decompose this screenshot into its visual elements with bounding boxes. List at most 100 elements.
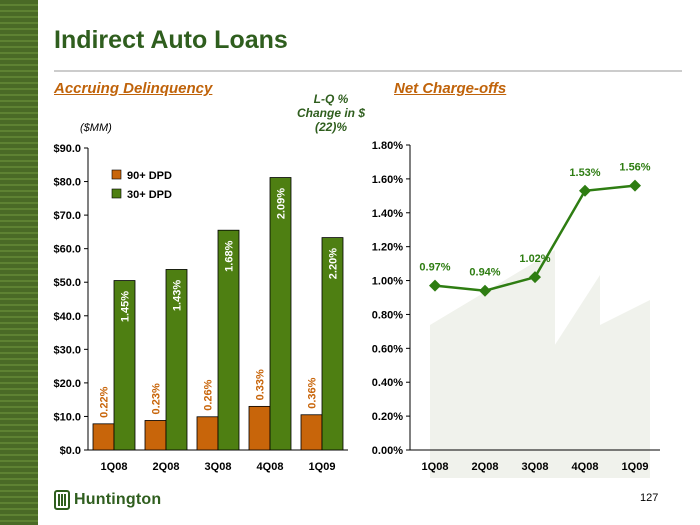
side-bar-stripe — [0, 436, 38, 438]
side-bar-stripe — [0, 70, 38, 72]
side-bar-stripe — [0, 142, 38, 144]
data-label: 1.53% — [569, 167, 600, 179]
data-point-marker — [579, 184, 591, 197]
watermark-shape — [570, 300, 650, 478]
side-bar-stripe — [0, 184, 38, 186]
logo-mark-icon — [54, 490, 70, 510]
x-tick-label: 1Q08 — [101, 461, 128, 473]
side-bar-stripe — [0, 346, 38, 348]
side-bar-stripe — [0, 376, 38, 378]
bar-dpd30 — [321, 237, 344, 451]
side-bar-stripe — [0, 490, 38, 492]
bar-label-dpd90: 0.26% — [203, 379, 215, 410]
side-bar-stripe — [0, 394, 38, 396]
bar-label-dpd30: 1.45% — [120, 291, 132, 322]
side-bar-stripe — [0, 214, 38, 216]
bar-dpd30 — [165, 269, 188, 451]
side-bar-stripe — [0, 448, 38, 450]
legend-label-dpd90: 90+ DPD — [127, 170, 172, 182]
bar-dpd30 — [113, 280, 136, 451]
legend-label-dpd30: 30+ DPD — [127, 189, 172, 201]
side-bar-stripe — [0, 40, 38, 42]
x-tick-label: 1Q09 — [622, 461, 649, 473]
y-tick-label: 1.00% — [372, 276, 403, 288]
side-bar-stripe — [0, 418, 38, 420]
side-bar-stripe — [0, 64, 38, 66]
x-tick-label: 4Q08 — [257, 461, 284, 473]
side-bar-stripe — [0, 358, 38, 360]
side-bar-stripe — [0, 262, 38, 264]
bar-label-dpd30: 1.68% — [224, 240, 236, 271]
bar-dpd90 — [92, 423, 115, 451]
side-bar-stripe — [0, 340, 38, 342]
side-bar-stripe — [0, 226, 38, 228]
lq-change-note: L-Q % Change in $ (22)% — [286, 92, 376, 134]
x-tick-label: 1Q08 — [422, 461, 449, 473]
bar-label-dpd90: 0.22% — [99, 386, 111, 417]
side-bar-stripe — [0, 466, 38, 468]
side-bar-stripe — [0, 46, 38, 48]
side-bar-stripe — [0, 100, 38, 102]
side-bar-stripe — [0, 148, 38, 150]
side-bar-stripe — [0, 268, 38, 270]
side-bar-stripe — [0, 28, 38, 30]
y-tick-label: $50.0 — [53, 277, 81, 289]
data-label: 1.02% — [519, 253, 550, 265]
side-bar-stripe — [0, 196, 38, 198]
side-bar-stripe — [0, 496, 38, 498]
side-bar-stripe — [0, 82, 38, 84]
side-bar-stripe — [0, 508, 38, 510]
side-bar-stripe — [0, 292, 38, 294]
side-bar-stripe — [0, 172, 38, 174]
side-bar-stripe — [0, 424, 38, 426]
background-decoration — [430, 250, 650, 478]
y-tick-label: $90.0 — [53, 143, 81, 155]
side-bar-stripe — [0, 472, 38, 474]
bar-label-dpd30: 2.20% — [328, 248, 340, 279]
side-bar-stripe — [0, 406, 38, 408]
side-bar-stripe — [0, 190, 38, 192]
bar-dpd30 — [269, 177, 292, 451]
page-number: 127 — [640, 492, 659, 504]
side-bar-stripe — [0, 178, 38, 180]
net-charge-offs-heading: Net Charge-offs — [394, 80, 507, 97]
data-point-marker — [429, 279, 441, 292]
unit-label: ($MM) — [80, 122, 112, 134]
y-tick-label: $20.0 — [53, 378, 81, 390]
bar-label-dpd90: 0.33% — [255, 369, 267, 400]
side-bar-stripe — [0, 454, 38, 456]
side-bar — [0, 0, 38, 525]
x-tick-label: 1Q09 — [309, 461, 336, 473]
side-bar-stripe — [0, 58, 38, 60]
side-bar-stripe — [0, 10, 38, 12]
accruing-delinquency-heading: Accruing Delinquency — [54, 80, 213, 97]
side-bar-stripe — [0, 316, 38, 318]
side-bar-stripe — [0, 238, 38, 240]
side-bar-stripe — [0, 478, 38, 480]
bar-dpd90 — [248, 405, 271, 451]
y-tick-label: $70.0 — [53, 210, 81, 222]
side-bar-stripe — [0, 388, 38, 390]
data-label: 0.94% — [469, 267, 500, 279]
side-bar-stripe — [0, 76, 38, 78]
bar-label-dpd90: 0.36% — [307, 377, 319, 408]
side-bar-stripe — [0, 370, 38, 372]
data-point-marker — [529, 271, 541, 284]
side-bar-stripe — [0, 160, 38, 162]
side-bar-stripe — [0, 484, 38, 486]
side-bar-stripe — [0, 52, 38, 54]
side-bar-stripe — [0, 130, 38, 132]
y-tick-label: $40.0 — [53, 311, 81, 323]
y-tick-label: 1.80% — [372, 140, 403, 152]
side-bar-stripe — [0, 400, 38, 402]
huntington-logo: Huntington — [54, 488, 161, 512]
side-bar-stripe — [0, 280, 38, 282]
side-bar-stripe — [0, 208, 38, 210]
lq-note-line-1: L-Q % — [313, 92, 349, 106]
data-label: 0.97% — [419, 262, 450, 274]
logo-text: Huntington — [74, 491, 162, 508]
page-title: Indirect Auto Loans — [54, 26, 288, 54]
side-bar-stripe — [0, 520, 38, 522]
side-bar-stripe — [0, 34, 38, 36]
